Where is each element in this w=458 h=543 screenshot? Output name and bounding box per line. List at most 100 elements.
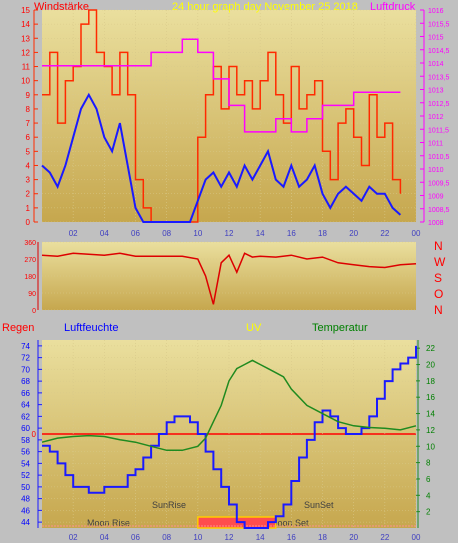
y2-tick-label: 1011: [428, 141, 443, 148]
y2-tick-label: 8: [426, 459, 431, 468]
rain-label: Regen: [2, 322, 34, 334]
x-tick-label: 00: [412, 533, 421, 542]
y-tick-label: 48: [21, 495, 30, 504]
y-tick-label: 180: [24, 274, 36, 281]
x-tick-label: 12: [225, 533, 234, 542]
y2-tick-label: 22: [426, 344, 435, 353]
temperature-line: [41, 359, 417, 452]
y-tick-label: 72: [21, 354, 30, 363]
y-tick-label: 12: [21, 48, 30, 57]
uv-label: UV: [246, 322, 262, 334]
chart-title: 24 hour graph day November 25 2018: [172, 1, 358, 13]
y-tick-label: 58: [21, 436, 30, 445]
y-tick-label: 270: [24, 257, 36, 264]
y2-tick-label: 1010,5: [428, 154, 450, 161]
compass-s: S: [434, 271, 442, 285]
rain-zero-label: 0: [32, 430, 37, 439]
x-tick-label: 10: [193, 229, 202, 238]
y-tick-label: 0: [26, 218, 31, 227]
x-tick-label: 14: [256, 533, 265, 542]
y-tick-label: 68: [21, 377, 30, 386]
x-tick-label: 04: [100, 533, 109, 542]
x-tick-label: 22: [380, 533, 389, 542]
wind-direction-line: [41, 252, 417, 305]
y-tick-label: 50: [21, 483, 30, 492]
y-tick-label: 8: [26, 105, 31, 114]
x-tick-label: 02: [69, 533, 78, 542]
temperature-label: Temperatur: [312, 322, 368, 334]
y-tick-label: 2: [26, 190, 31, 199]
y-tick-label: 62: [21, 412, 30, 421]
x-tick-label: 02: [69, 229, 78, 238]
x-tick-label: 08: [162, 533, 171, 542]
y-tick-label: 360: [24, 240, 36, 247]
y-tick-label: 56: [21, 448, 30, 457]
x-tick-label: 06: [131, 533, 140, 542]
x-tick-label: 14: [256, 229, 265, 238]
x-tick-label: 20: [349, 533, 358, 542]
pressure-line: [42, 38, 401, 133]
y-tick-label: 64: [21, 401, 30, 410]
y-tick-label: 14: [21, 20, 30, 29]
y2-tick-label: 1014: [428, 61, 444, 68]
x-tick-label: 06: [131, 229, 140, 238]
y2-tick-label: 1015: [428, 35, 444, 42]
y-tick-label: 46: [21, 506, 30, 515]
y2-tick-label: 1016: [428, 8, 444, 15]
y2-tick-label: 20: [426, 361, 435, 370]
humidity-line: [42, 345, 417, 529]
x-tick-label: 16: [287, 533, 296, 542]
y2-tick-label: 1009,5: [428, 180, 450, 187]
y-tick-label: 74: [21, 342, 30, 351]
y-tick-label: 66: [21, 389, 30, 398]
y2-tick-label: 2: [426, 508, 431, 517]
y-tick-label: 60: [21, 424, 30, 433]
x-tick-label: 12: [225, 229, 234, 238]
y2-tick-label: 18: [426, 377, 435, 386]
y-tick-label: 11: [22, 63, 31, 72]
y-tick-label: 90: [28, 291, 36, 298]
compass-o: O: [434, 287, 443, 301]
x-tick-label: 20: [349, 229, 358, 238]
compass-n-bottom: N: [434, 303, 443, 317]
y2-tick-label: 1012: [428, 114, 444, 121]
x-tick-label: 18: [318, 533, 327, 542]
y2-tick-label: 1008: [428, 220, 444, 227]
x-tick-label: 10: [193, 533, 202, 542]
y-tick-label: 5: [26, 147, 31, 156]
y2-tick-label: 1011,5: [428, 127, 449, 134]
pressure-label: Luftdruck: [370, 1, 416, 13]
x-tick-label: 08: [162, 229, 171, 238]
y-tick-label: 0: [32, 308, 36, 315]
y2-tick-label: 1013: [428, 88, 444, 95]
y2-tick-label: 14: [426, 410, 435, 419]
y2-tick-label: 1010: [428, 167, 444, 174]
x-tick-label: 18: [318, 229, 327, 238]
x-tick-label: 00: [412, 229, 421, 238]
y2-tick-label: 1012,5: [428, 101, 450, 108]
y-tick-label: 6: [26, 133, 31, 142]
x-tick-label: 04: [100, 229, 109, 238]
y2-tick-label: 1008,5: [428, 207, 450, 214]
moonrise-label: Moon Rise: [87, 518, 130, 528]
y-tick-label: 9: [26, 91, 31, 100]
sunset-label: SunSet: [304, 500, 334, 510]
y-tick-label: 7: [26, 119, 31, 128]
y2-tick-label: 16: [426, 393, 435, 402]
y-tick-label: 54: [21, 459, 30, 468]
y-tick-label: 13: [21, 34, 30, 43]
humidity-label: Luftfeuchte: [64, 322, 118, 334]
compass-n-top: N: [434, 239, 443, 253]
y2-tick-label: 10: [426, 442, 435, 451]
y-tick-label: 10: [21, 77, 30, 86]
y-tick-label: 52: [21, 471, 30, 480]
compass-w: W: [434, 255, 446, 269]
wind-label: Windstärke: [34, 1, 89, 13]
wind-average-line: [41, 92, 402, 223]
y2-tick-label: 1015,5: [428, 21, 450, 28]
y2-tick-label: 1009: [428, 194, 444, 201]
y-tick-label: 3: [26, 176, 31, 185]
sunrise-label: SunRise: [152, 500, 186, 510]
